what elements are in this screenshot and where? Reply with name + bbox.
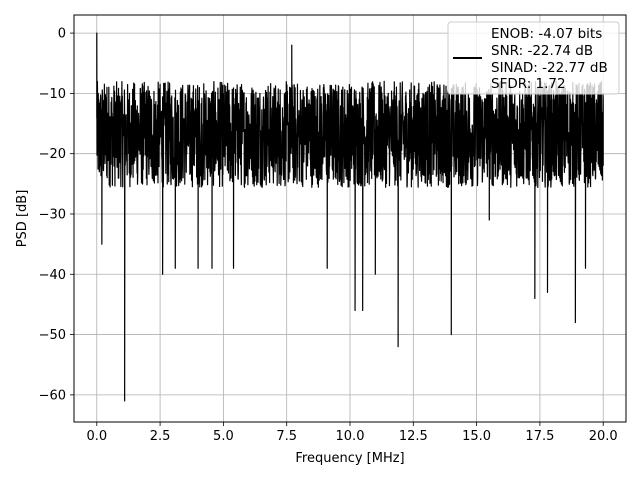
y-tick-label: −60 (39, 388, 66, 403)
y-tick-label: −40 (39, 268, 66, 283)
y-tick-label: −30 (39, 207, 66, 222)
legend-line-sfdr: SFDR: 1.72 (491, 76, 566, 92)
x-tick-label: 17.5 (525, 429, 554, 444)
x-axis-label: Frequency [MHz] (295, 451, 404, 466)
y-tick-label: −50 (39, 328, 66, 343)
x-tick-label: 0.0 (86, 429, 107, 444)
legend-line-sinad: SINAD: -22.77 dB (491, 60, 608, 76)
x-tick-label: 7.5 (276, 429, 297, 444)
x-tick-label: 15.0 (462, 429, 491, 444)
legend-line-snr: SNR: -22.74 dB (491, 43, 593, 59)
psd-series-line (96, 32, 604, 402)
series-layer (96, 32, 604, 402)
legend-box (447, 21, 620, 95)
x-tick-label: 2.5 (150, 429, 171, 444)
x-tick-label: 10.0 (336, 429, 365, 444)
x-tick-label: 5.0 (213, 429, 234, 444)
y-axis: 0 −10 −20 −30 −40 −50 −60 (39, 27, 74, 403)
x-tick-label: 12.5 (399, 429, 428, 444)
legend: ENOB: -4.07 bits SNR: -22.74 dB SINAD: -… (447, 21, 620, 95)
legend-line-enob: ENOB: -4.07 bits (491, 26, 602, 42)
y-tick-label: 0 (58, 27, 66, 42)
y-tick-label: −10 (39, 87, 66, 102)
x-tick-label: 20.0 (589, 429, 618, 444)
x-axis: 0.0 2.5 5.0 7.5 10.0 12.5 15.0 17.5 20.0 (86, 422, 618, 444)
y-axis-label: PSD [dB] (15, 190, 30, 248)
y-tick-label: −20 (39, 147, 66, 162)
